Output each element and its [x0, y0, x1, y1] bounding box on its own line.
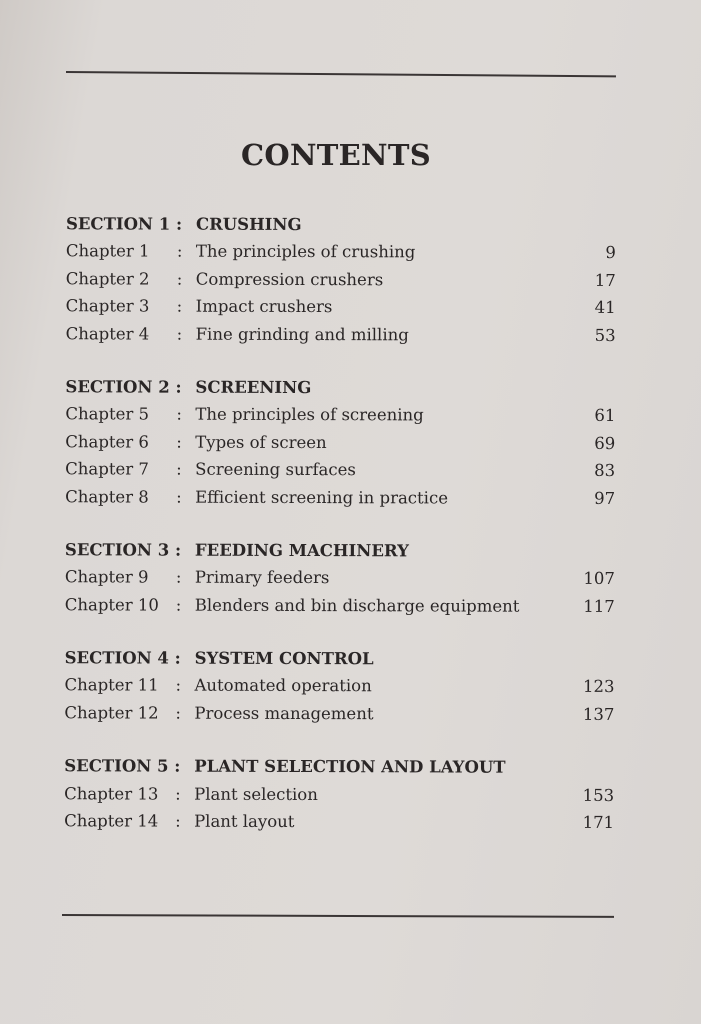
- section-label: SECTION 2 :: [65, 377, 182, 397]
- chapter-row[interactable]: Chapter 9: Primary feeders 107: [65, 564, 615, 593]
- chapter-label: Chapter 6: [65, 432, 149, 452]
- chapter-label: Chapter 1: [65, 241, 150, 261]
- toc-section: SECTION 4 : SYSTEM CONTROL Chapter 11: Auto…: [64, 644, 614, 728]
- chapter-page-number: 17: [594, 270, 616, 290]
- top-rule: [65, 71, 616, 77]
- section-heading: SECTION 4 : SYSTEM CONTROL: [65, 644, 615, 673]
- chapter-separator: :: [175, 676, 182, 696]
- chapter-page-number: 41: [594, 298, 616, 318]
- chapter-title: Automated operation: [194, 676, 372, 696]
- chapter-separator: :: [176, 269, 183, 289]
- chapter-row[interactable]: Chapter 8: Efficient screening in practic…: [65, 483, 615, 512]
- chapter-label: Chapter 8: [65, 486, 149, 507]
- chapter-title: Screening surfaces: [195, 459, 356, 480]
- toc-section: SECTION 3 : FEEDING MACHINERY Chapter 9: Pr…: [65, 536, 615, 620]
- chapter-label: Chapter 14: [64, 811, 159, 831]
- chapter-title: Impact crushers: [195, 296, 333, 317]
- chapter-title: Efficient screening in practice: [195, 487, 449, 507]
- chapter-separator: :: [175, 567, 182, 587]
- chapter-title: Primary feeders: [194, 567, 330, 588]
- chapter-label: Chapter 12: [64, 703, 159, 723]
- chapter-title: Process management: [194, 703, 374, 724]
- toc-section: SECTION 5 : PLANT SELECTION AND LAYOUT Cha…: [64, 753, 614, 837]
- chapter-label: Chapter 3: [65, 296, 150, 316]
- chapter-label: Chapter 7: [65, 459, 149, 479]
- bottom-rule: [61, 914, 614, 918]
- chapter-page-number: 171: [582, 812, 615, 833]
- section-label: SECTION 1 :: [65, 214, 183, 234]
- chapter-label: Chapter 2: [65, 269, 150, 289]
- chapter-separator: :: [175, 595, 182, 615]
- chapter-separator: :: [176, 324, 183, 344]
- chapter-separator: :: [175, 784, 181, 804]
- chapter-separator: :: [176, 296, 183, 316]
- chapter-page-number: 53: [594, 325, 616, 345]
- chapter-title: Plant selection: [194, 784, 318, 804]
- chapter-separator: :: [175, 811, 181, 831]
- chapter-row[interactable]: Chapter 1: The principles of crushing 9: [66, 238, 616, 267]
- chapter-row[interactable]: Chapter 14: Plant layout 171: [64, 807, 614, 836]
- chapter-page-number: 97: [594, 488, 616, 508]
- chapter-separator: :: [176, 459, 182, 479]
- chapter-title: Blenders and bin discharge equipment: [194, 595, 520, 616]
- chapter-title: Compression crushers: [195, 269, 384, 290]
- section-label: SECTION 4 :: [64, 648, 181, 668]
- chapter-row[interactable]: Chapter 7: Screening surfaces 83: [65, 455, 615, 484]
- page-title: CONTENTS: [241, 138, 431, 172]
- chapter-row[interactable]: Chapter 3: Impact crushers 41: [66, 292, 616, 321]
- chapter-label: Chapter 9: [64, 567, 149, 587]
- chapter-row[interactable]: Chapter 10: Blenders and bin discharge eq…: [65, 591, 615, 620]
- section-title: CRUSHING: [195, 214, 302, 235]
- chapter-page-number: 153: [582, 785, 615, 805]
- chapter-separator: :: [176, 487, 182, 507]
- chapter-row[interactable]: Chapter 6: Types of screen 69: [65, 428, 615, 457]
- chapter-row[interactable]: Chapter 12: Process management 137: [64, 699, 614, 728]
- chapter-row[interactable]: Chapter 13: Plant selection 153: [64, 780, 614, 809]
- section-title: SCREENING: [195, 377, 312, 397]
- section-heading: SECTION 5 : PLANT SELECTION AND LAYOUT: [64, 753, 614, 782]
- chapter-label: Chapter 5: [65, 404, 150, 424]
- section-title: SYSTEM CONTROL: [194, 648, 374, 669]
- chapter-page-number: 61: [594, 406, 616, 426]
- chapter-page-number: 117: [583, 596, 615, 616]
- chapter-row[interactable]: Chapter 4: Fine grinding and milling 53: [66, 320, 616, 349]
- section-label: SECTION 3 :: [64, 540, 182, 560]
- chapter-row[interactable]: Chapter 11: Automated operation 123: [64, 672, 614, 701]
- section-label: SECTION 5 :: [64, 756, 181, 776]
- chapter-label: Chapter 10: [64, 594, 159, 615]
- chapter-page-number: 69: [594, 433, 616, 453]
- chapter-title: The principles of screening: [195, 405, 424, 425]
- chapter-separator: :: [176, 242, 183, 262]
- toc-section: SECTION 1 : CRUSHING Chapter 1: The princip…: [66, 210, 616, 349]
- chapter-page-number: 9: [605, 243, 616, 263]
- chapter-page-number: 107: [583, 569, 615, 589]
- chapter-label: Chapter 11: [64, 675, 159, 696]
- chapter-title: Fine grinding and milling: [195, 324, 409, 344]
- chapter-page-number: 83: [594, 461, 616, 481]
- chapter-label: Chapter 13: [64, 783, 159, 804]
- chapter-page-number: 137: [582, 704, 615, 724]
- chapter-separator: :: [176, 404, 182, 424]
- chapter-title: Types of screen: [195, 432, 327, 452]
- section-heading: SECTION 3 : FEEDING MACHINERY: [65, 536, 615, 565]
- chapter-label: Chapter 4: [65, 323, 150, 344]
- chapter-separator: :: [175, 703, 182, 723]
- section-title: PLANT SELECTION AND LAYOUT: [194, 756, 506, 777]
- chapter-title: Plant layout: [194, 811, 295, 832]
- chapter-page-number: 123: [582, 677, 615, 697]
- toc-section: SECTION 2 : SCREENING Chapter 5: The princi…: [65, 373, 615, 512]
- chapter-row[interactable]: Chapter 2: Compression crushers 17: [66, 265, 616, 294]
- section-title: FEEDING MACHINERY: [194, 540, 409, 561]
- chapter-row[interactable]: Chapter 5: The principles of screening 61: [65, 401, 615, 430]
- section-heading: SECTION 2 : SCREENING: [65, 373, 615, 402]
- section-heading: SECTION 1 : CRUSHING: [66, 210, 616, 239]
- chapter-separator: :: [176, 432, 182, 452]
- table-of-contents: SECTION 1 : CRUSHING Chapter 1: The princip…: [64, 210, 616, 862]
- chapter-title: The principles of crushing: [195, 242, 416, 262]
